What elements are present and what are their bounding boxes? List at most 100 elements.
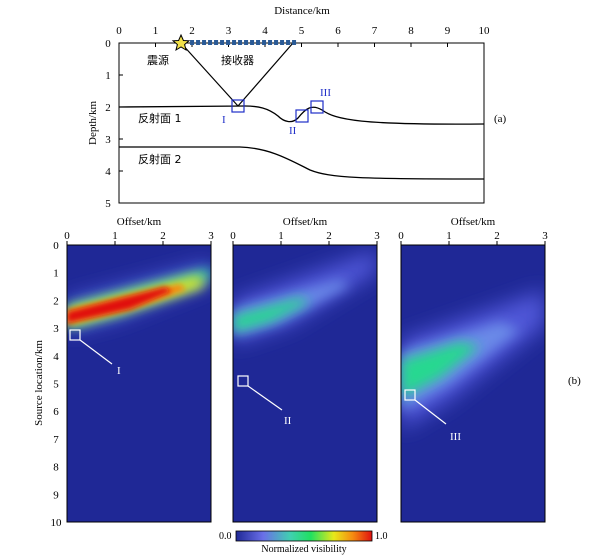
target-label-i: I [222, 114, 226, 126]
panel-b-y-tick-label: 2 [53, 295, 59, 307]
heatmap-ii-leader [247, 385, 283, 411]
receiver-marker [256, 40, 261, 45]
panel-b-y-tick-label: 4 [53, 351, 59, 363]
source-star-icon [171, 33, 191, 52]
receiver-marker [232, 40, 237, 45]
heatmap-ii-field [233, 250, 377, 344]
source-label: 震源 [147, 53, 169, 67]
panel-a-frame [118, 42, 485, 204]
receiver-marker [244, 40, 249, 45]
panel-a-x-tick-label: 0 [116, 25, 122, 37]
heatmap-iii-leader [414, 399, 447, 425]
colorbar-min: 0.0 [219, 531, 232, 542]
panel-b-y-title: Source location/km [33, 340, 45, 426]
target-label-ii: II [289, 125, 297, 137]
receiver-marker [274, 40, 279, 45]
panel-a-x-tick-label: 3 [226, 25, 232, 37]
panel-b-y-tick-label: 9 [53, 489, 59, 501]
subplot-i-x-ticks: 0 1 2 3 [64, 230, 214, 245]
panel-a-y-ticks: 0 1 2 3 4 5 [105, 38, 123, 210]
heatmap-i-field [67, 262, 211, 332]
receiver-marker [202, 40, 207, 45]
receiver-marker [262, 40, 267, 45]
panel-b-y-tick-label: 0 [53, 240, 59, 252]
panel-a-x-tick-label: 2 [189, 25, 195, 37]
receiver-marker [238, 40, 243, 45]
target-box-iii [310, 100, 324, 114]
target-box-i [231, 99, 245, 113]
receiver-marker [226, 40, 231, 45]
receiver-marker [214, 40, 219, 45]
subplot-x-tick-label: 1 [278, 230, 284, 242]
heatmap-iii-field [401, 290, 545, 430]
panel-a-tag: (a) [494, 113, 507, 125]
panel-a-x-tick-label: 5 [299, 25, 305, 37]
subplot-x-tick-label: 3 [542, 230, 548, 242]
heatmap-iii-frame [400, 244, 546, 523]
panel-b-y-tick-label: 6 [53, 406, 59, 418]
receiver-marker [292, 40, 297, 45]
target-box-ii [295, 109, 309, 123]
subplot-x-tick-label: 0 [230, 230, 236, 242]
panel-a-x-tick-label: 7 [372, 25, 378, 37]
heatmap-iii-marker [404, 389, 416, 401]
colorbar: 0.0 1.0 Normalized visibility [219, 530, 388, 555]
colorbar-gradient [235, 530, 373, 542]
subplot-x-tick-label: 3 [374, 230, 380, 242]
heatmap-iii-label: III [450, 431, 461, 443]
panel-a-y-tick-label: 5 [105, 198, 111, 210]
panel-b-y-tick-label: 1 [53, 268, 59, 280]
subplot-i-x-title: Offset/km [117, 216, 162, 228]
subplot-x-tick-label: 2 [326, 230, 332, 242]
ray-path-up [237, 42, 294, 107]
receiver-marker [208, 40, 213, 45]
panel-a-y-tick-label: 0 [105, 38, 111, 50]
panel-a: Distance/km 0 1 2 3 4 5 6 7 8 9 10 0 1 2 3 4 5 Depth/km… [87, 5, 507, 210]
panel-b-y-tick-label: 3 [53, 323, 59, 335]
heatmap-i-label: I [117, 365, 121, 377]
reflector-1-curve [118, 105, 485, 125]
heatmap-subplot-iii: Offset/km 0 1 2 3 III [398, 216, 548, 523]
target-label-iii: III [320, 87, 331, 99]
subplot-iii-x-title: Offset/km [451, 216, 496, 228]
receiver-marker [190, 40, 195, 45]
subplot-x-tick-label: 1 [446, 230, 452, 242]
heatmap-ii-frame [232, 244, 378, 523]
receiver-marker [280, 40, 285, 45]
subplot-x-tick-label: 0 [398, 230, 404, 242]
receiver-array [190, 40, 297, 45]
receiver-marker [250, 40, 255, 45]
subplot-x-tick-label: 2 [160, 230, 166, 242]
panel-b-y-tick-label: 5 [53, 379, 59, 391]
panel-a-y-tick-label: 3 [105, 134, 111, 146]
panel-b-y-tick-label: 8 [53, 462, 59, 474]
heatmap-ii-label: II [284, 415, 292, 427]
panel-a-y-tick-label: 4 [105, 166, 111, 178]
subplot-x-tick-label: 2 [494, 230, 500, 242]
panel-a-y-tick-label: 1 [105, 70, 111, 82]
heatmap-i-frame [66, 244, 212, 523]
heatmap-i-marker [69, 329, 81, 341]
receiver-marker [220, 40, 225, 45]
heatmap-ii-marker [237, 375, 249, 387]
panel-a-x-tick-label: 1 [153, 25, 159, 37]
receiver-label: 接收器 [221, 53, 254, 67]
ray-path-down [180, 42, 239, 107]
subplot-x-tick-label: 0 [64, 230, 70, 242]
heatmap-i-leader [79, 339, 113, 365]
reflector-2-curve [119, 146, 485, 180]
subplot-iii-x-ticks: 0 1 2 3 [398, 230, 548, 245]
panel-a-x-tick-label: 4 [262, 25, 268, 37]
panel-a-x-tick-label: 8 [408, 25, 414, 37]
reflector-1-label: 反射面 1 [138, 111, 182, 125]
subplot-ii-x-ticks: 0 1 2 3 [230, 230, 380, 245]
receiver-marker [286, 40, 291, 45]
panel-a-y-tick-label: 2 [105, 102, 111, 114]
subplot-ii-x-title: Offset/km [283, 216, 328, 228]
panel-b-y-tick-label: 7 [53, 434, 59, 446]
panel-b-tag: (b) [568, 375, 581, 387]
panel-b-y-tick-label: 10 [51, 517, 63, 529]
heatmap-subplot-ii: Offset/km 0 1 2 3 II [230, 216, 380, 523]
